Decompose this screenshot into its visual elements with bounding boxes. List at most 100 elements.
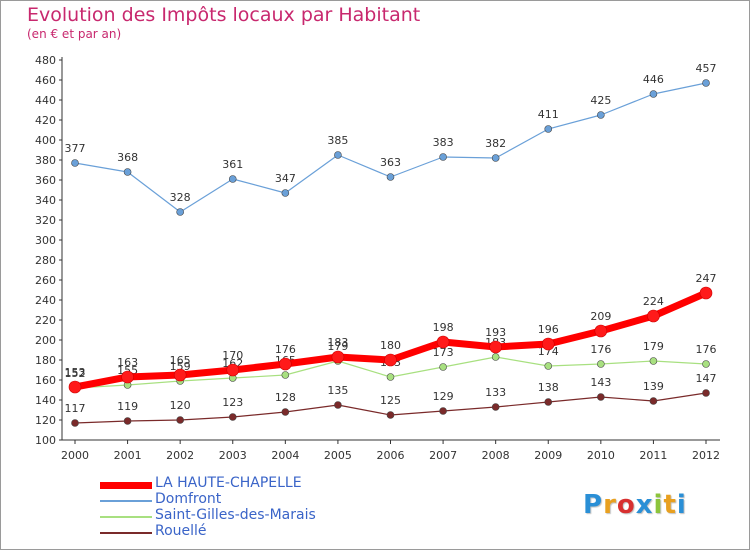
data-label: 125 bbox=[380, 394, 401, 407]
data-label: 147 bbox=[696, 372, 717, 385]
data-point bbox=[386, 411, 395, 419]
data-point bbox=[594, 324, 608, 338]
data-label: 425 bbox=[590, 94, 611, 107]
data-label: 193 bbox=[485, 326, 506, 339]
data-label: 173 bbox=[433, 346, 454, 359]
data-point bbox=[699, 286, 713, 300]
logo-letter: o bbox=[616, 490, 636, 520]
data-label: 385 bbox=[327, 134, 348, 147]
legend-label: Rouellé bbox=[155, 523, 207, 539]
data-label: 120 bbox=[170, 399, 191, 412]
legend-label: Domfront bbox=[155, 491, 222, 507]
data-label: 163 bbox=[117, 356, 138, 369]
logo-letter: x bbox=[635, 490, 654, 520]
data-label: 165 bbox=[170, 354, 191, 367]
logo-letter: i bbox=[676, 490, 687, 520]
data-point bbox=[228, 175, 237, 183]
data-label: 138 bbox=[538, 381, 559, 394]
logo-letter: P bbox=[583, 490, 604, 520]
y-tick-label: 460 bbox=[35, 74, 56, 87]
y-tick-label: 360 bbox=[35, 174, 56, 187]
data-label: 123 bbox=[222, 396, 243, 409]
data-point bbox=[123, 417, 132, 425]
y-tick-label: 440 bbox=[35, 94, 56, 107]
data-label: 133 bbox=[485, 386, 506, 399]
data-label: 180 bbox=[380, 339, 401, 352]
data-label: 446 bbox=[643, 73, 664, 86]
y-tick-label: 400 bbox=[35, 134, 56, 147]
data-point bbox=[597, 393, 605, 401]
data-label: 209 bbox=[590, 310, 611, 323]
y-tick-label: 100 bbox=[35, 434, 56, 447]
data-point bbox=[384, 353, 397, 367]
data-point bbox=[68, 380, 82, 394]
y-tick-label: 140 bbox=[35, 394, 56, 407]
data-point bbox=[544, 398, 553, 406]
data-label: 139 bbox=[643, 380, 664, 393]
y-tick-label: 260 bbox=[35, 274, 56, 287]
y-tick-label: 160 bbox=[35, 374, 56, 387]
data-point bbox=[386, 173, 395, 181]
data-point bbox=[226, 363, 240, 377]
data-label: 247 bbox=[696, 272, 717, 285]
data-point bbox=[597, 111, 605, 119]
data-label: 176 bbox=[275, 343, 296, 356]
data-point bbox=[281, 371, 290, 379]
chart-title: Evolution des Impôts locaux par Habitant bbox=[27, 4, 421, 26]
data-point bbox=[279, 357, 292, 371]
y-tick-label: 240 bbox=[35, 294, 56, 307]
data-point bbox=[439, 363, 447, 371]
data-point bbox=[544, 125, 553, 133]
logo-letter: r bbox=[603, 490, 617, 520]
legend-swatch bbox=[100, 481, 152, 489]
data-point bbox=[439, 153, 447, 161]
data-label: 377 bbox=[65, 142, 86, 155]
y-tick-label: 220 bbox=[35, 314, 56, 327]
data-point bbox=[649, 90, 658, 98]
data-point bbox=[491, 353, 500, 361]
data-point bbox=[489, 340, 502, 354]
legend-swatch bbox=[100, 516, 152, 518]
y-tick-label: 120 bbox=[35, 414, 56, 427]
x-tick-label: 2010 bbox=[587, 449, 615, 462]
x-tick-label: 2005 bbox=[324, 449, 352, 462]
x-tick-label: 2012 bbox=[692, 449, 720, 462]
x-tick-label: 2009 bbox=[534, 449, 562, 462]
x-tick-label: 2007 bbox=[429, 449, 457, 462]
data-label: 224 bbox=[643, 295, 664, 308]
data-label: 457 bbox=[696, 62, 717, 75]
y-tick-label: 320 bbox=[35, 214, 56, 227]
y-tick-label: 180 bbox=[35, 354, 56, 367]
y-tick-label: 380 bbox=[35, 154, 56, 167]
data-label: 152 bbox=[65, 367, 86, 380]
data-point bbox=[173, 368, 187, 382]
data-label: 368 bbox=[117, 151, 138, 164]
legend-swatch bbox=[100, 500, 152, 502]
data-point bbox=[228, 413, 237, 421]
y-tick-label: 340 bbox=[35, 194, 56, 207]
data-label: 119 bbox=[117, 400, 138, 413]
data-point bbox=[123, 168, 132, 176]
data-label: 153 bbox=[65, 366, 86, 379]
data-point bbox=[702, 389, 710, 397]
data-point bbox=[334, 401, 342, 409]
data-point bbox=[121, 370, 134, 384]
y-tick-label: 300 bbox=[35, 234, 56, 247]
data-point bbox=[71, 419, 79, 427]
x-tick-label: 2003 bbox=[219, 449, 247, 462]
data-point bbox=[649, 357, 658, 365]
data-label: 174 bbox=[538, 345, 559, 358]
y-tick-label: 480 bbox=[35, 54, 56, 67]
data-label: 328 bbox=[170, 191, 191, 204]
x-tick-label: 2002 bbox=[166, 449, 194, 462]
legend-swatch bbox=[100, 532, 152, 534]
legend-label: LA HAUTE-CHAPELLE bbox=[155, 475, 302, 491]
data-label: 363 bbox=[380, 156, 401, 169]
data-label: 196 bbox=[538, 323, 559, 336]
data-label: 382 bbox=[485, 137, 506, 150]
x-tick-label: 2006 bbox=[377, 449, 405, 462]
data-label: 347 bbox=[275, 172, 296, 185]
data-point bbox=[702, 360, 710, 368]
